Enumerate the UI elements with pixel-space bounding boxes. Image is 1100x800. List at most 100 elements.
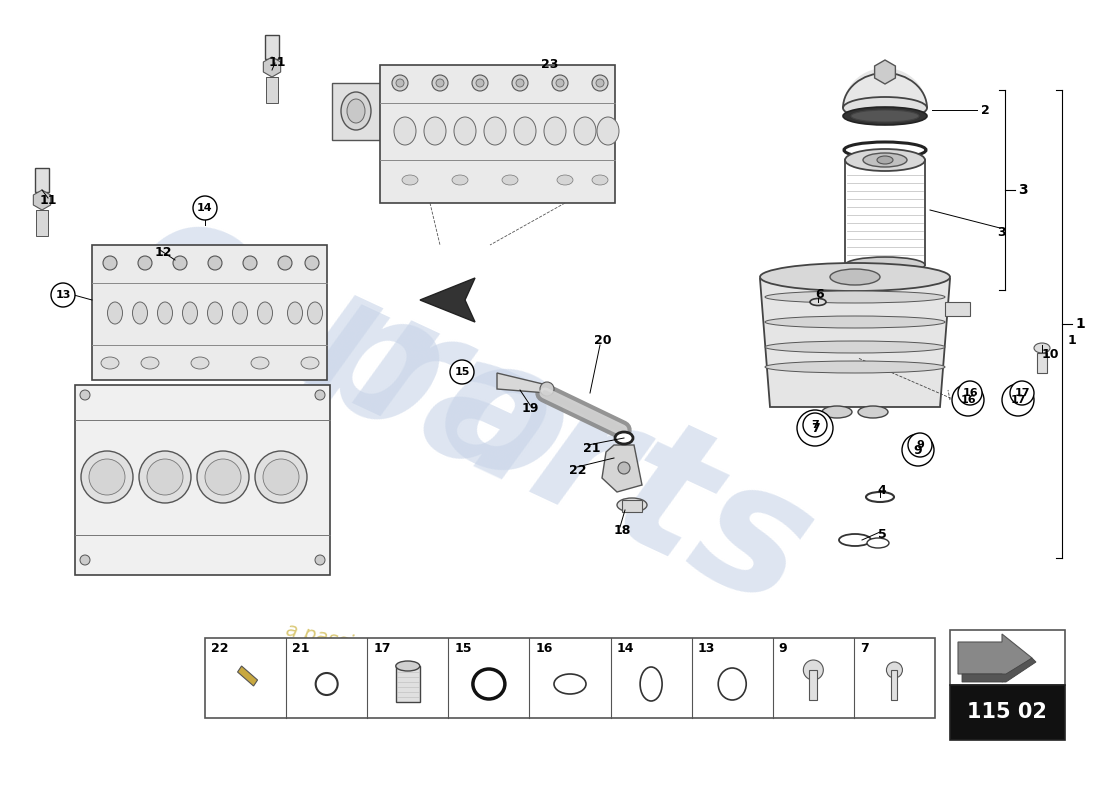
Bar (92, 245, 327, 380)
Ellipse shape (597, 117, 619, 145)
Text: 4: 4 (878, 483, 887, 497)
Circle shape (315, 555, 324, 565)
Circle shape (1002, 384, 1034, 416)
Ellipse shape (867, 538, 889, 548)
Polygon shape (962, 658, 1036, 682)
Ellipse shape (843, 107, 927, 125)
Bar (891, 670, 898, 700)
Ellipse shape (544, 117, 566, 145)
Ellipse shape (454, 117, 476, 145)
Text: parts: parts (280, 258, 839, 642)
Text: 9: 9 (779, 642, 788, 654)
Ellipse shape (617, 498, 647, 512)
Bar (950, 630, 1065, 685)
Text: a passion for parts since 1985: a passion for parts since 1985 (284, 620, 576, 700)
Polygon shape (958, 634, 1032, 682)
Bar (35, 168, 50, 192)
Circle shape (516, 79, 524, 87)
Circle shape (192, 196, 217, 220)
Text: 18: 18 (614, 523, 630, 537)
Circle shape (263, 459, 299, 495)
Ellipse shape (554, 674, 586, 694)
Ellipse shape (764, 316, 945, 328)
Ellipse shape (301, 357, 319, 369)
Polygon shape (263, 57, 280, 77)
Circle shape (540, 382, 554, 396)
Ellipse shape (157, 302, 173, 324)
Bar (36, 210, 48, 236)
Text: 14: 14 (197, 203, 212, 213)
Text: euro: euro (102, 172, 597, 528)
Ellipse shape (316, 673, 338, 695)
Text: 22: 22 (211, 642, 229, 654)
Circle shape (512, 75, 528, 91)
Circle shape (450, 360, 474, 384)
Ellipse shape (402, 175, 418, 185)
Circle shape (278, 256, 292, 270)
Circle shape (103, 256, 117, 270)
Ellipse shape (394, 117, 416, 145)
Ellipse shape (760, 263, 950, 291)
Ellipse shape (864, 153, 907, 167)
Circle shape (255, 451, 307, 503)
Text: 9: 9 (916, 440, 924, 450)
Polygon shape (602, 445, 642, 492)
Text: 1: 1 (1068, 334, 1077, 346)
Circle shape (432, 75, 448, 91)
Ellipse shape (592, 175, 608, 185)
Ellipse shape (866, 492, 894, 502)
Circle shape (556, 79, 564, 87)
Circle shape (197, 451, 249, 503)
Circle shape (803, 413, 827, 437)
Text: 21: 21 (583, 442, 601, 454)
Circle shape (436, 79, 444, 87)
Text: 13: 13 (697, 642, 715, 654)
Ellipse shape (502, 175, 518, 185)
Ellipse shape (424, 117, 446, 145)
Circle shape (396, 79, 404, 87)
Circle shape (392, 75, 408, 91)
Circle shape (952, 384, 984, 416)
Bar (379, 65, 615, 203)
Text: 1: 1 (1075, 317, 1085, 331)
Text: 115 02: 115 02 (967, 702, 1047, 722)
Bar (75, 385, 330, 575)
Ellipse shape (764, 341, 945, 353)
Ellipse shape (346, 99, 365, 123)
Circle shape (80, 390, 90, 400)
Text: 17: 17 (1014, 388, 1030, 398)
Text: 3: 3 (1019, 183, 1027, 197)
Text: 20: 20 (594, 334, 612, 346)
Ellipse shape (718, 668, 746, 700)
Ellipse shape (132, 302, 147, 324)
Bar (1037, 353, 1047, 373)
Ellipse shape (640, 667, 662, 701)
Polygon shape (238, 666, 257, 686)
Ellipse shape (108, 302, 122, 324)
Ellipse shape (287, 302, 303, 324)
Text: 14: 14 (617, 642, 634, 654)
Text: 21: 21 (293, 642, 309, 654)
Ellipse shape (141, 357, 160, 369)
Text: 7: 7 (811, 422, 819, 434)
Circle shape (205, 459, 241, 495)
Circle shape (908, 433, 932, 457)
Ellipse shape (615, 432, 632, 444)
Ellipse shape (764, 291, 945, 303)
Bar (950, 685, 1065, 740)
Circle shape (305, 256, 319, 270)
Ellipse shape (484, 117, 506, 145)
Text: 11: 11 (268, 57, 286, 70)
Text: 19: 19 (521, 402, 539, 414)
Ellipse shape (308, 302, 322, 324)
Ellipse shape (845, 257, 925, 273)
Ellipse shape (858, 406, 888, 418)
Circle shape (51, 283, 75, 307)
Circle shape (243, 256, 257, 270)
Text: 16: 16 (536, 642, 553, 654)
Circle shape (81, 451, 133, 503)
Circle shape (139, 451, 191, 503)
Ellipse shape (514, 117, 536, 145)
Polygon shape (420, 278, 475, 322)
Ellipse shape (764, 361, 945, 373)
